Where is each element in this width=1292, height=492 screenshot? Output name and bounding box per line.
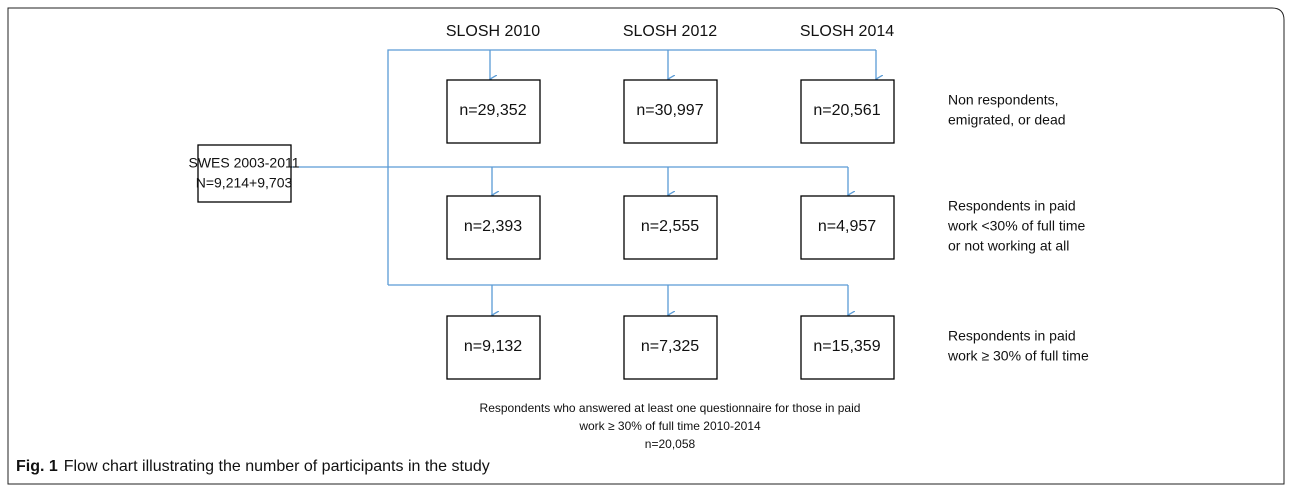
count-box (623, 315, 718, 380)
caption: Fig. 1 Flow chart illustrating the number… (16, 458, 490, 475)
column-header: SLOSH 2014 (800, 23, 894, 40)
note: Respondents who answered at least one qu… (480, 401, 861, 415)
count-box (446, 195, 541, 260)
row-label: Respondents in paid (948, 328, 1076, 344)
source-label: SWES 2003-2011 (188, 155, 299, 171)
row-label: work <30% of full time (947, 218, 1086, 234)
row-label: or not working at all (948, 238, 1069, 254)
source-box (197, 144, 292, 203)
row-label: emigrated, or dead (948, 112, 1066, 128)
caption-text: Flow chart illustrating the number of pa… (64, 458, 490, 475)
count-box (623, 79, 718, 144)
count: n=20,561 (813, 102, 880, 119)
source-n: N=9,214+9,703 (196, 175, 293, 191)
count-box (446, 315, 541, 380)
frame (7, 7, 1285, 485)
row-label: work ≥ 30% of full time (947, 348, 1089, 364)
count-box (800, 315, 895, 380)
count: n=2,393 (464, 218, 522, 235)
connectors (291, 49, 876, 315)
count: n=2,555 (641, 218, 699, 235)
count-box (446, 79, 541, 144)
count: n=9,132 (464, 338, 522, 355)
count: n=15,359 (813, 338, 880, 355)
note: work ≥ 30% of full time 2010-2014 (578, 419, 761, 433)
count-box (800, 79, 895, 144)
count-box (623, 195, 718, 260)
column-header: SLOSH 2010 (446, 23, 540, 40)
row-label: Respondents in paid (948, 198, 1076, 214)
count: n=7,325 (641, 338, 699, 355)
count: n=4,957 (818, 218, 876, 235)
count: n=30,997 (636, 102, 703, 119)
caption-label: Fig. 1 (16, 458, 58, 475)
count-box (800, 195, 895, 260)
column-header: SLOSH 2012 (623, 23, 717, 40)
note: n=20,058 (645, 437, 696, 451)
row-label: Non respondents, (948, 92, 1059, 108)
count: n=29,352 (459, 102, 526, 119)
